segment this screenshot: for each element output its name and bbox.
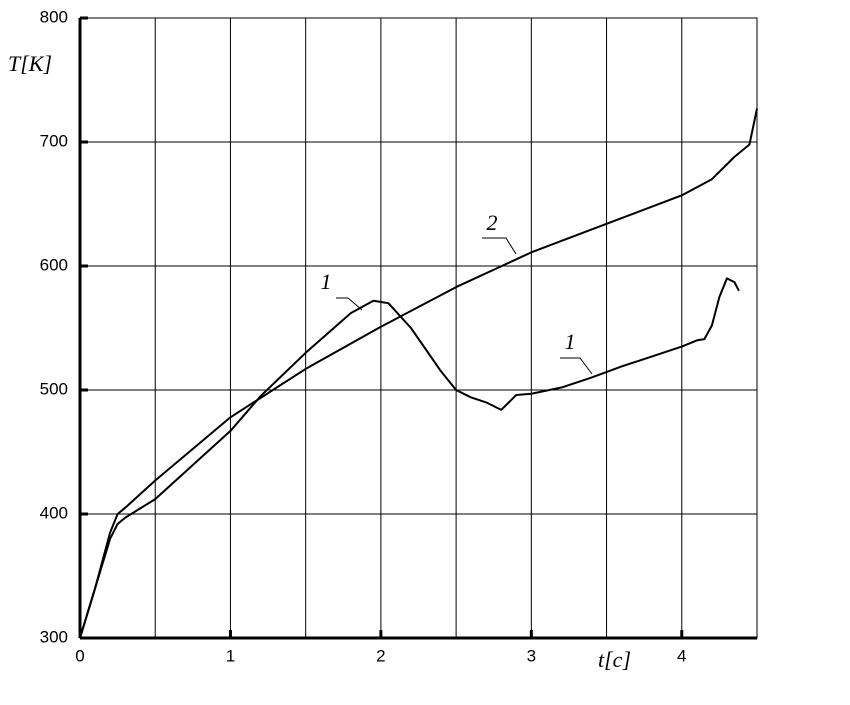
series-label: 1 — [565, 329, 576, 354]
x-tick-label: 3 — [527, 646, 536, 665]
y-tick-label: 400 — [40, 503, 68, 522]
x-tick-label: 4 — [677, 646, 686, 665]
y-tick-label: 300 — [40, 627, 68, 646]
y-tick-label: 500 — [40, 379, 68, 398]
series-label: 2 — [487, 210, 498, 235]
x-axis-label: t[c] — [598, 647, 631, 672]
y-tick-label: 600 — [40, 255, 68, 274]
x-tick-label: 2 — [376, 646, 385, 665]
y-tick-label: 700 — [40, 131, 68, 150]
line-series — [79, 108, 758, 639]
leader-line — [482, 237, 517, 255]
x-tick-label: 1 — [226, 646, 235, 665]
line-series — [79, 277, 740, 639]
y-axis-label: T[K] — [8, 51, 52, 76]
series-label: 1 — [321, 269, 332, 294]
leader-line — [336, 297, 363, 311]
plot-frame — [79, 17, 758, 639]
y-tick-label: 800 — [40, 7, 68, 26]
x-tick-label: 0 — [75, 646, 84, 665]
leader-line — [560, 357, 593, 375]
